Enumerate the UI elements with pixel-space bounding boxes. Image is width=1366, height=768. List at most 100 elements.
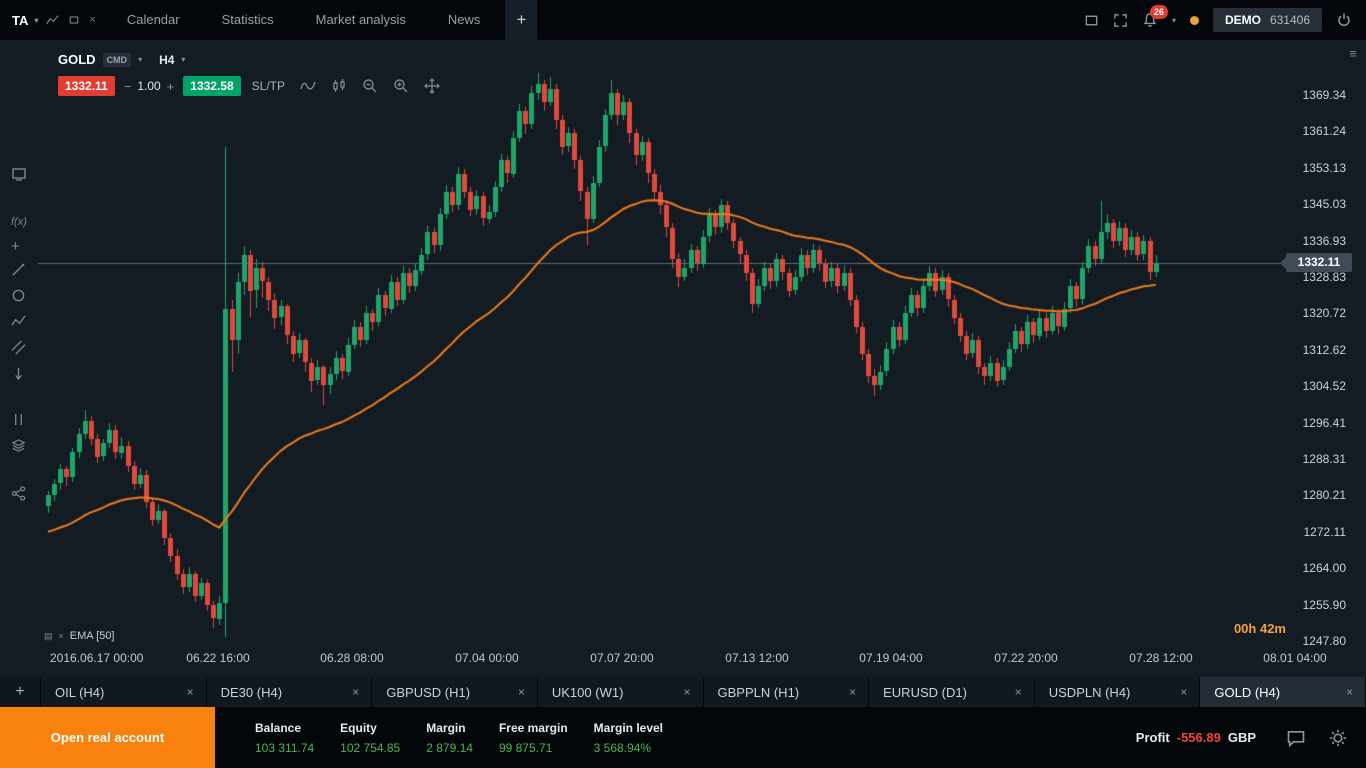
candlestick-icon[interactable]: [331, 78, 347, 94]
layers-icon[interactable]: [11, 438, 26, 453]
close-tab-icon[interactable]: ×: [1345, 685, 1353, 699]
close-tab-icon[interactable]: ×: [352, 685, 360, 699]
workspace-chart-icon[interactable]: [46, 14, 60, 27]
fullscreen-icon[interactable]: [1113, 13, 1128, 28]
channel-icon[interactable]: [11, 340, 26, 355]
profit-value: -556.89: [1176, 730, 1221, 745]
symbol-chevron-icon[interactable]: ▾: [138, 55, 143, 64]
profit-summary: Profit -556.89 GBP: [1136, 730, 1256, 745]
chart-display-icon[interactable]: [11, 166, 27, 182]
close-tab-icon[interactable]: ×: [186, 685, 194, 699]
instrument-tab-gold[interactable]: GOLD (H4) ×: [1200, 677, 1366, 707]
profit-label: Profit: [1135, 730, 1170, 745]
decrease-volume-button[interactable]: −: [123, 78, 132, 94]
instrument-tab-label: GBPPLN (H1): [717, 684, 800, 700]
sell-button[interactable]: 1332.11: [58, 76, 115, 96]
indicator-settings-icon[interactable]: ▤: [44, 630, 53, 641]
power-icon[interactable]: [1336, 12, 1352, 28]
pan-icon[interactable]: [424, 78, 440, 94]
instrument-tab-uk100[interactable]: UK100 (W1) ×: [537, 677, 704, 707]
add-instrument-tab-button[interactable]: +: [0, 677, 41, 707]
close-tab-icon[interactable]: ×: [1180, 685, 1188, 699]
instrument-tab-gbppln[interactable]: GBPPLN (H1) ×: [703, 677, 870, 707]
zigzag-icon[interactable]: [11, 314, 26, 329]
price-axis-label: 1272.11: [1303, 524, 1347, 539]
draw-line-icon[interactable]: [11, 262, 26, 277]
nav-tab-news[interactable]: News: [447, 12, 481, 27]
instrument-tab-label: USDPLN (H4): [1048, 684, 1131, 700]
share-icon[interactable]: [11, 486, 26, 501]
price-axis-label: 1328.83: [1302, 269, 1346, 284]
account-selector[interactable]: DEMO 631406: [1212, 8, 1322, 32]
notifications-bell-icon[interactable]: 26: [1142, 5, 1168, 28]
workspace-restore-icon[interactable]: [68, 14, 80, 26]
metric-free-margin: Free margin 99 875.71: [499, 721, 568, 755]
indicator-remove-icon[interactable]: ×: [58, 631, 64, 641]
current-price-value: 1332.11: [1297, 255, 1341, 270]
settings-gear-icon[interactable]: [1328, 728, 1348, 748]
timeframe-chevron-icon[interactable]: ▾: [181, 55, 186, 64]
metric-label: Margin level: [593, 720, 664, 735]
time-axis-label: 07.28 12:00: [1129, 651, 1193, 665]
price-axis-label: 1320.72: [1302, 306, 1346, 321]
metric-equity: Equity 102 754.85: [340, 721, 400, 755]
volume-value[interactable]: 1.00: [137, 79, 161, 93]
connection-status-dot: [1189, 15, 1199, 25]
close-tab-icon[interactable]: ×: [517, 685, 525, 699]
instrument-tab-de30[interactable]: DE30 (H4) ×: [206, 677, 373, 707]
workspace-tab[interactable]: TA ▾: [0, 13, 46, 28]
instrument-tab-gbpusd[interactable]: GBPUSD (H1) ×: [372, 677, 538, 707]
nav-tab-market-analysis[interactable]: Market analysis: [315, 12, 406, 27]
window-mode-icon[interactable]: [1084, 13, 1099, 28]
instrument-tab-label: DE30 (H4): [220, 684, 283, 700]
increase-volume-button[interactable]: +: [166, 78, 175, 94]
add-icon[interactable]: +: [11, 238, 20, 255]
main-nav: Calendar Statistics Market analysis News: [106, 0, 502, 40]
draw-ellipse-icon[interactable]: [11, 288, 26, 303]
add-workspace-button[interactable]: +: [505, 0, 538, 40]
account-number: 631406: [1269, 13, 1310, 27]
close-tab-icon[interactable]: ×: [1014, 685, 1022, 699]
instrument-tabs: OIL (H4) × DE30 (H4) × GBPUSD (H1) × UK100 (W1…: [41, 677, 1366, 707]
line-chart-icon[interactable]: [300, 78, 316, 94]
indicators-fx-icon[interactable]: f(x): [11, 216, 27, 228]
metric-balance: Balance 103 311.74: [255, 721, 314, 755]
price-axis-label: 1247.80: [1302, 634, 1346, 648]
symbol-type-badge: CMD: [102, 52, 132, 67]
price-axis-label: 1353.13: [1302, 160, 1346, 175]
instrument-tab-oil[interactable]: OIL (H4) ×: [41, 677, 207, 707]
price-axis-label: 1369.34: [1302, 88, 1346, 102]
instrument-tab-usdpln[interactable]: USDPLN (H4) ×: [1034, 677, 1201, 707]
profit-currency: GBP: [1227, 730, 1256, 745]
bell-chevron-icon[interactable]: ▾: [1171, 15, 1176, 25]
metric-value: 2 879.14: [426, 740, 473, 755]
buy-button[interactable]: 1332.58: [183, 76, 241, 96]
candlestick-chart[interactable]: [38, 40, 1285, 645]
chat-icon[interactable]: [1286, 728, 1306, 748]
vertical-lines-icon[interactable]: [11, 412, 26, 427]
metric-value: 103 311.74: [255, 740, 315, 755]
zoom-out-icon[interactable]: [362, 78, 378, 94]
workspace-close-icon[interactable]: ×: [89, 13, 96, 26]
instrument-tab-label: EURUSD (D1): [883, 684, 967, 700]
nav-tab-calendar[interactable]: Calendar: [126, 12, 180, 27]
status-bar: Open real account Balance 103 311.74 Equit…: [0, 707, 1366, 768]
price-axis-label: 1336.93: [1302, 233, 1346, 248]
time-axis: 2016.06.17 00:00 06.22 16:00 06.28 08:00 07…: [0, 651, 1366, 671]
chart-panel: f(x) + GOLD CMD ▾ H4 ▾ 1332.11 − 1.00 +: [0, 40, 1366, 677]
symbol-header: GOLD CMD ▾ H4 ▾: [58, 52, 185, 67]
sltp-button[interactable]: SL/TP: [251, 79, 286, 93]
instrument-tab-eurusd[interactable]: EURUSD (D1) ×: [869, 677, 1035, 707]
symbol-name: GOLD: [58, 52, 96, 67]
nav-tab-statistics[interactable]: Statistics: [221, 12, 274, 27]
timeframe-selector[interactable]: H4: [159, 52, 175, 67]
time-axis-label: 07.13 12:00: [725, 651, 789, 665]
close-tab-icon[interactable]: ×: [849, 685, 857, 699]
zoom-in-icon[interactable]: [393, 78, 409, 94]
instrument-tab-label: GBPUSD (H1): [386, 684, 471, 700]
close-tab-icon[interactable]: ×: [683, 685, 691, 699]
arrow-down-icon[interactable]: [11, 366, 26, 381]
open-real-account-button[interactable]: Open real account: [0, 707, 215, 768]
top-bar: TA ▾ × Calendar Statistics Market analysis…: [0, 0, 1366, 40]
axis-menu-icon[interactable]: ≡: [1349, 46, 1357, 61]
